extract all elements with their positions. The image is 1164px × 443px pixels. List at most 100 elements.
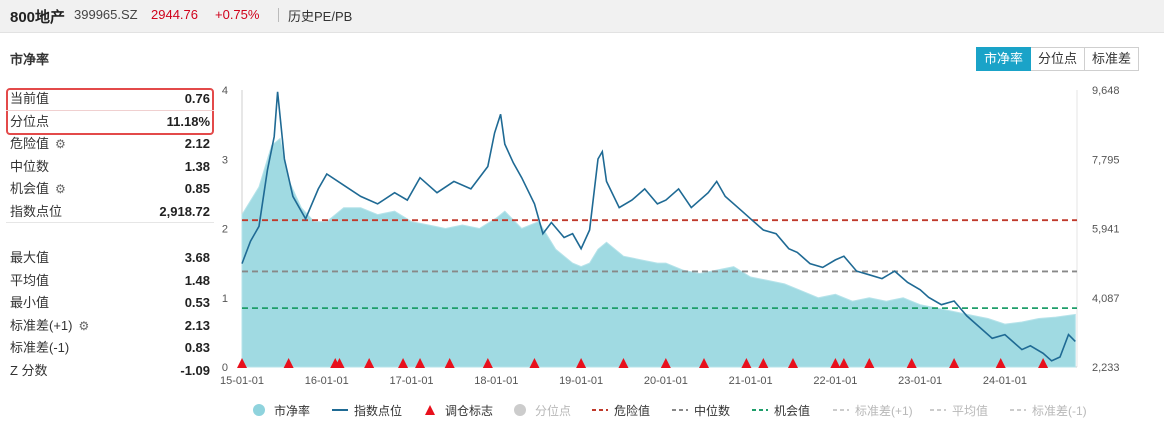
- stat-sd-minus: 标准差(-1) 0.83: [6, 337, 214, 360]
- legend-item[interactable]: 危险值: [592, 403, 650, 418]
- gear-icon[interactable]: ⚙: [55, 182, 66, 196]
- index-price: 2944.76: [151, 7, 198, 22]
- stat-current: 当前值 0.76: [6, 88, 214, 111]
- stat-value: 1.38: [184, 158, 210, 174]
- stat-max: 最大值 3.68: [6, 247, 214, 270]
- legend-label: 危险值: [614, 403, 650, 418]
- rebalance-mark: [283, 358, 294, 368]
- stat-value: 1.48: [184, 272, 210, 288]
- stat-label: 标准差(+1): [10, 317, 73, 333]
- y2-tick-label: 7,795: [1092, 154, 1120, 166]
- y-tick-label: 0: [222, 362, 228, 374]
- legend-item[interactable]: 指数点位: [332, 403, 402, 418]
- stat-label: 最小值: [10, 295, 50, 310]
- legend-label: 标准差(+1): [855, 404, 913, 418]
- rebalance-mark: [660, 358, 671, 368]
- y-tick-label: 4: [222, 85, 228, 97]
- stat-label: 当前值: [10, 91, 50, 106]
- rebalance-mark: [482, 358, 493, 368]
- x-tick-label: 19-01-01: [559, 375, 603, 387]
- rebalance-mark: [415, 358, 426, 368]
- y2-tick-label: 4,087: [1092, 293, 1120, 305]
- y2-tick-label: 9,648: [1092, 85, 1120, 97]
- legend-label: 机会值: [774, 403, 810, 418]
- rebalance-mark: [995, 358, 1006, 368]
- stat-value: 2.12: [184, 136, 210, 151]
- rebalance-mark: [444, 358, 455, 368]
- stat-value: 0.83: [184, 340, 210, 355]
- y2-tick-label: 5,941: [1092, 224, 1120, 236]
- tab-history-pe-pb[interactable]: 历史PE/PB: [288, 9, 353, 24]
- x-tick-label: 22-01-01: [813, 375, 857, 387]
- stat-index: 指数点位 2,918.72: [6, 201, 214, 223]
- stat-sd-plus: 标准差(+1) ⚙ 2.13: [6, 315, 214, 338]
- stat-label: 机会值: [10, 181, 50, 196]
- stats-panel: 当前值 0.76 分位点 11.18% 危险值 ⚙ 2.12 中位数 1.38 机…: [6, 88, 214, 382]
- stat-value: 0.85: [184, 181, 210, 196]
- rebalance-mark: [838, 358, 849, 368]
- rebalance-mark: [864, 358, 875, 368]
- stat-percentile: 分位点 11.18%: [6, 111, 214, 134]
- toggle-pb[interactable]: 市净率: [976, 47, 1032, 71]
- rebalance-mark: [398, 358, 409, 368]
- toggle-stddev[interactable]: 标准差: [1085, 47, 1140, 71]
- legend-triangle-icon: [425, 405, 435, 415]
- metric-toggle-group: 市净率 分位点 标准差: [976, 47, 1140, 71]
- index-name: 800地产: [10, 9, 66, 26]
- rebalance-mark: [699, 358, 710, 368]
- stat-label: 分位点: [10, 113, 50, 129]
- pb-area-series: [241, 137, 1076, 368]
- stat-label: 中位数: [10, 158, 50, 174]
- legend-item[interactable]: 机会值: [752, 403, 810, 418]
- legend-item[interactable]: 平均值: [930, 403, 988, 418]
- stat-value: 11.18%: [166, 113, 210, 129]
- index-code: 399965.SZ: [74, 7, 138, 22]
- gear-icon[interactable]: ⚙: [78, 318, 90, 333]
- rebalance-mark: [334, 358, 345, 368]
- stat-min: 最小值 0.53: [6, 292, 214, 315]
- x-tick-label: 16-01-01: [305, 375, 349, 387]
- rebalance-mark: [1038, 358, 1049, 368]
- section-title: 市净率: [10, 52, 50, 67]
- legend-label: 调仓标志: [445, 404, 493, 418]
- rebalance-mark: [529, 358, 540, 368]
- stat-value: 3.68: [184, 250, 210, 265]
- legend-item[interactable]: 市净率: [253, 403, 310, 418]
- y-tick-label: 2: [222, 224, 228, 236]
- rebalance-mark: [830, 358, 841, 368]
- stat-median: 中位数 1.38: [6, 156, 214, 179]
- y-tick-label: 3: [222, 154, 228, 166]
- x-tick-label: 21-01-01: [729, 375, 773, 387]
- legend-item[interactable]: 标准差(-1): [1010, 404, 1087, 418]
- stat-value: 0.53: [184, 295, 210, 310]
- header-bar: 800地产 399965.SZ 2944.76 +0.75% 历史PE/PB: [0, 0, 1164, 33]
- legend-label: 市净率: [274, 403, 310, 418]
- stat-label: 最大值: [10, 250, 50, 265]
- rebalance-mark: [618, 358, 629, 368]
- gear-icon[interactable]: ⚙: [55, 137, 66, 151]
- legend-item[interactable]: 分位点: [514, 403, 571, 418]
- stat-zscore: Z 分数 -1.09: [6, 360, 214, 383]
- legend-item[interactable]: 调仓标志: [425, 404, 493, 418]
- legend-label: 平均值: [952, 403, 988, 418]
- highlight-box: [6, 88, 214, 135]
- x-tick-label: 23-01-01: [898, 375, 942, 387]
- rebalance-mark: [741, 358, 752, 368]
- x-tick-label: 18-01-01: [474, 375, 518, 387]
- legend-item[interactable]: 标准差(+1): [833, 404, 913, 418]
- x-tick-label: 17-01-01: [390, 375, 434, 387]
- stat-label: 标准差(-1): [10, 340, 70, 355]
- legend-label: 中位数: [694, 403, 730, 418]
- stat-danger: 危险值 ⚙ 2.12: [6, 133, 214, 156]
- rebalance-mark: [949, 358, 960, 368]
- toggle-percentile[interactable]: 分位点: [1031, 47, 1086, 71]
- legend-label: 指数点位: [354, 403, 402, 418]
- legend-item[interactable]: 中位数: [672, 403, 730, 418]
- rebalance-mark: [364, 358, 375, 368]
- x-tick-label: 24-01-01: [983, 375, 1027, 387]
- index-change: +0.75%: [215, 7, 260, 22]
- stat-mean: 平均值 1.48: [6, 270, 214, 293]
- rebalance-mark: [788, 358, 799, 368]
- stat-value: 2,918.72: [159, 203, 210, 219]
